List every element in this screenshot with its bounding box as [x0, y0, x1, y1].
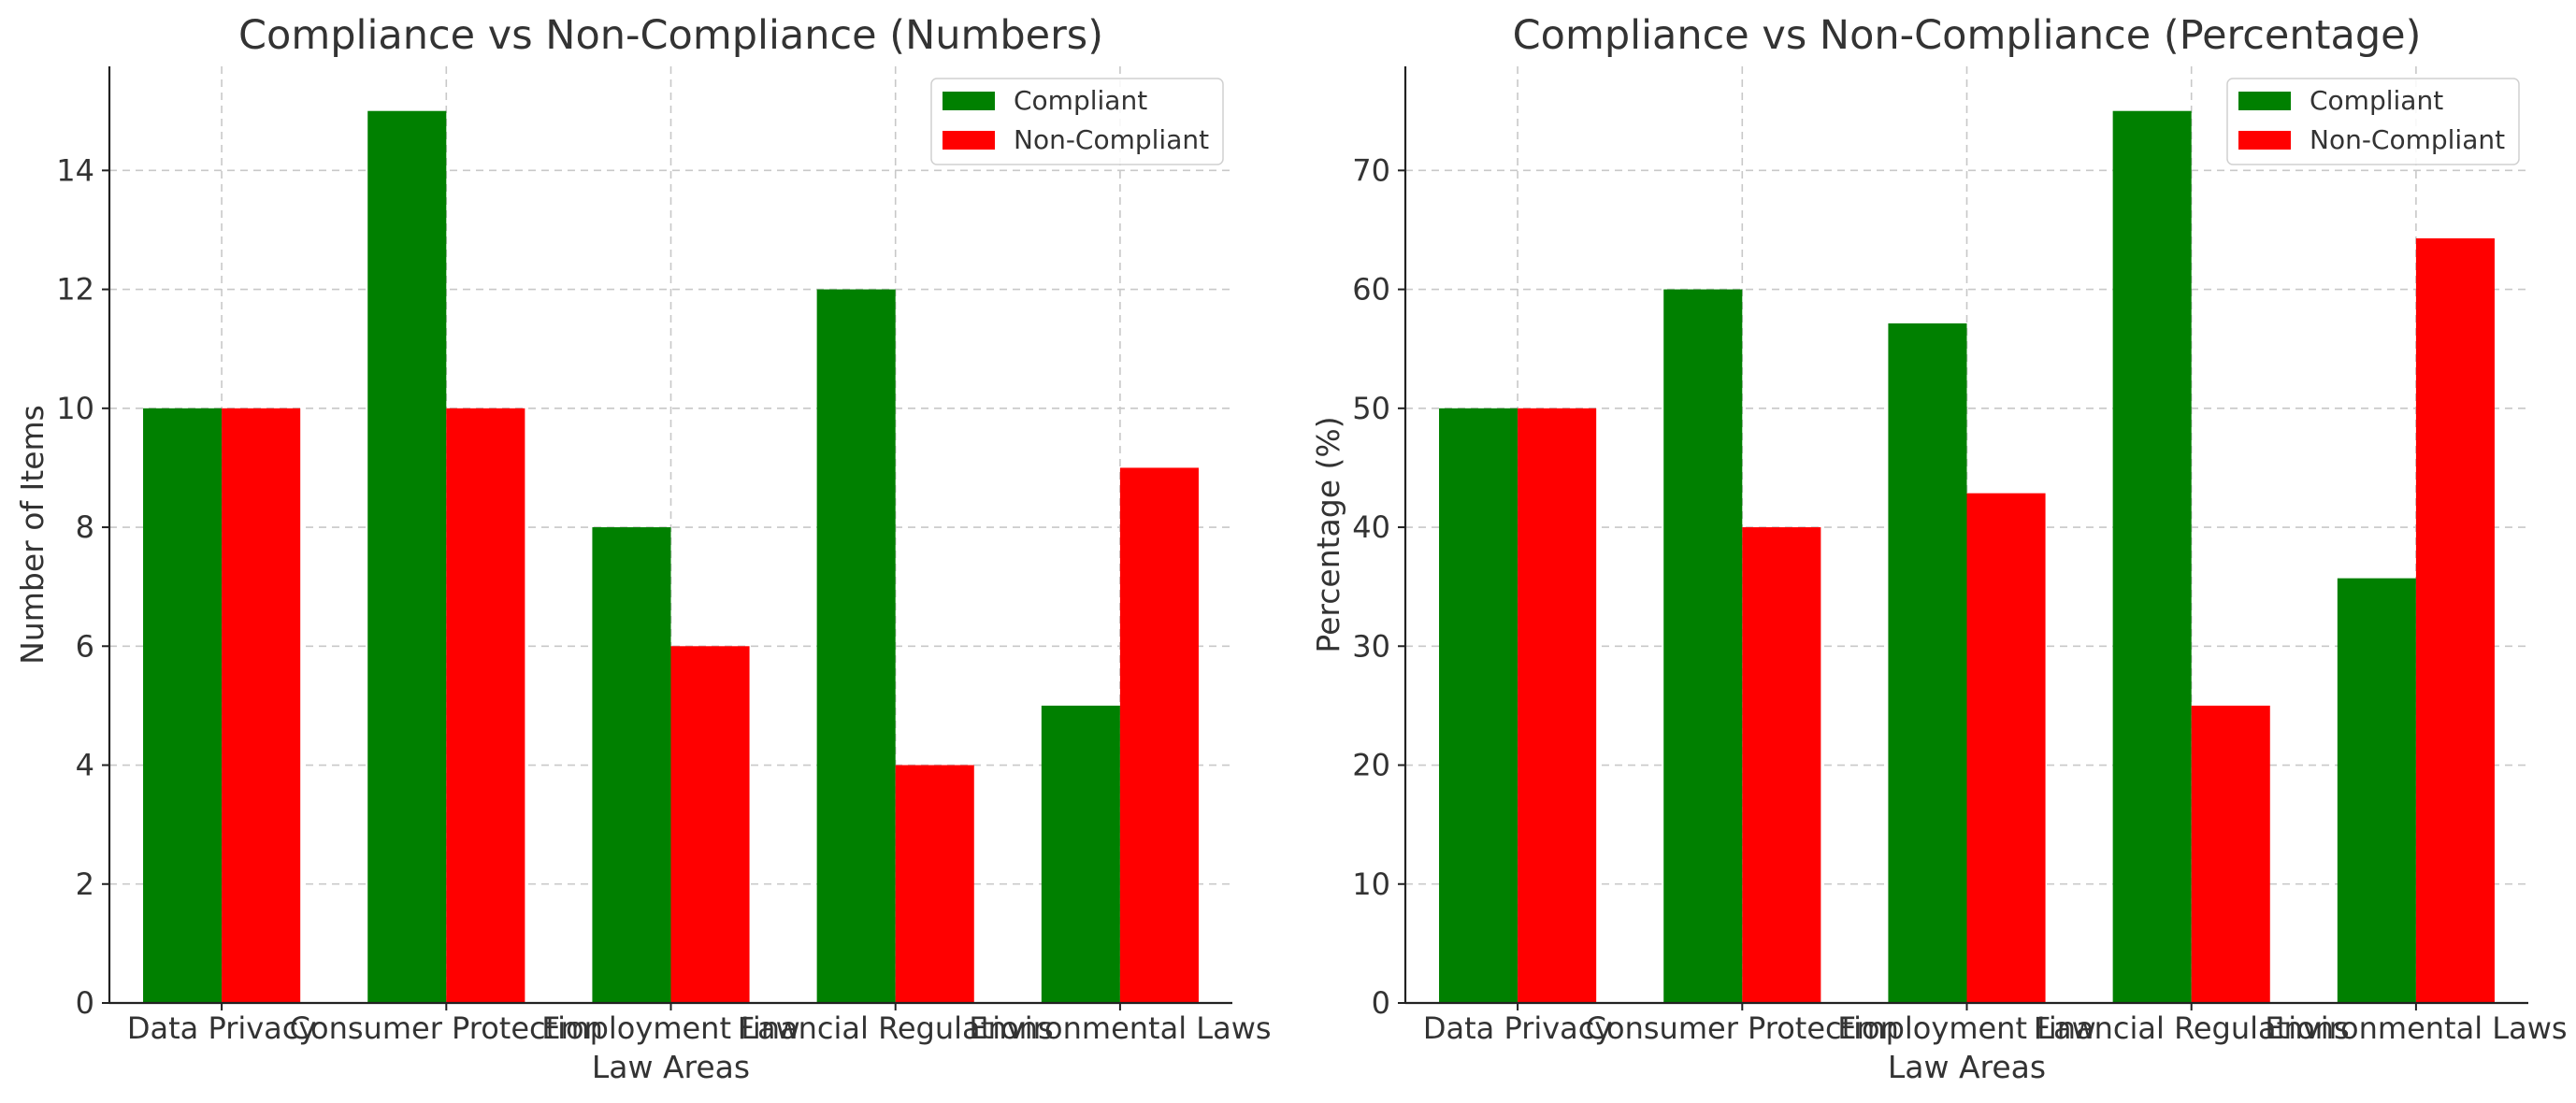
legend-label: Non-Compliant — [2310, 124, 2505, 155]
x-tick-label: Environmental Laws — [969, 1010, 1271, 1046]
y-tick-label: 8 — [76, 509, 94, 545]
chart-title: Compliance vs Non-Compliance (Numbers) — [238, 12, 1103, 59]
bar-non-compliant-5 — [2415, 237, 2495, 1004]
legend-label: Compliant — [1014, 85, 1147, 116]
bar-compliant-2 — [1663, 289, 1743, 1004]
bar-compliant-5 — [2337, 578, 2416, 1003]
x-tick-label: Financial Regulations — [738, 1010, 1054, 1046]
legend: Compliant Non-Compliant — [2226, 78, 2520, 165]
bar-non-compliant-4 — [2191, 705, 2270, 1003]
bar-non-compliant-2 — [446, 408, 525, 1003]
bar-compliant-3 — [1888, 322, 1967, 1003]
bar-non-compliant-5 — [1119, 467, 1199, 1003]
y-tick-label: 4 — [76, 748, 94, 783]
x-tick-label: Employment Law — [1837, 1010, 2096, 1046]
bar-compliant-1 — [1439, 408, 1518, 1003]
bar-non-compliant-2 — [1742, 527, 1821, 1003]
y-tick-label: 0 — [76, 985, 94, 1021]
y-tick-label: 30 — [1352, 628, 1390, 664]
legend-label: Compliant — [2310, 85, 2443, 116]
y-tick-label: 14 — [56, 152, 94, 188]
x-tick-label: Data Privacy — [1423, 1010, 1612, 1046]
x-tick-label: Financial Regulations — [2034, 1010, 2350, 1046]
y-tick-label: 0 — [1372, 985, 1390, 1021]
y-tick-label: 10 — [56, 391, 94, 426]
legend-swatch — [2238, 92, 2291, 110]
legend-swatch — [2238, 131, 2291, 150]
y-tick-label: 2 — [76, 867, 94, 902]
legend-swatch — [943, 131, 995, 150]
bar-non-compliant-3 — [1966, 493, 2046, 1003]
y-tick-label: 10 — [1352, 867, 1390, 902]
y-axis-label: Number of Items — [14, 405, 50, 665]
bar-compliant-3 — [592, 527, 671, 1003]
y-tick-label: 12 — [56, 272, 94, 308]
x-axis-label: Law Areas — [592, 1049, 750, 1085]
y-axis-label: Percentage (%) — [1310, 416, 1346, 652]
x-tick-label: Data Privacy — [127, 1010, 316, 1046]
x-tick-label: Consumer Protection — [290, 1010, 603, 1046]
y-tick-label: 70 — [1352, 152, 1390, 188]
bar-compliant-5 — [1041, 705, 1120, 1003]
x-axis-label: Law Areas — [1888, 1049, 2046, 1085]
bar-compliant-4 — [2112, 110, 2192, 1003]
y-tick-label: 6 — [76, 628, 94, 664]
legend-box — [2226, 78, 2520, 165]
bar-non-compliant-3 — [670, 646, 750, 1003]
x-tick-label: Environmental Laws — [2265, 1010, 2567, 1046]
legend-label: Non-Compliant — [1014, 124, 1209, 155]
y-tick-label: 60 — [1352, 272, 1390, 308]
legend: Compliant Non-Compliant — [930, 78, 1224, 165]
chart-title: Compliance vs Non-Compliance (Percentage… — [1513, 12, 2422, 59]
y-tick-label: 20 — [1352, 748, 1390, 783]
bar-compliant-4 — [816, 289, 896, 1004]
x-tick-label: Employment Law — [541, 1010, 800, 1046]
y-tick-label: 40 — [1352, 509, 1390, 545]
y-tick-label: 50 — [1352, 391, 1390, 426]
legend-box — [930, 78, 1224, 165]
bar-non-compliant-1 — [222, 408, 301, 1003]
bar-non-compliant-4 — [895, 765, 974, 1003]
x-tick-label: Consumer Protection — [1586, 1010, 1899, 1046]
legend-swatch — [943, 92, 995, 110]
bar-compliant-2 — [367, 110, 447, 1003]
bar-non-compliant-1 — [1518, 408, 1597, 1003]
bar-compliant-1 — [143, 408, 223, 1003]
